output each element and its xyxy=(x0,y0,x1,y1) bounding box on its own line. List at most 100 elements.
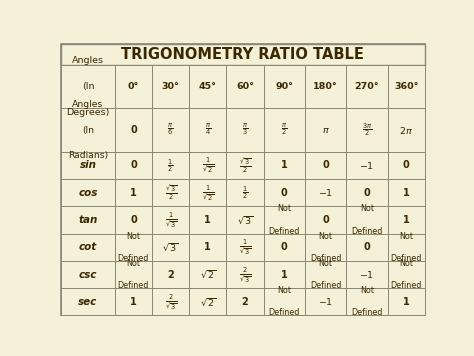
Text: $\frac{2}{\sqrt{3}}$: $\frac{2}{\sqrt{3}}$ xyxy=(239,266,251,283)
Text: 0: 0 xyxy=(281,242,288,252)
Bar xyxy=(115,261,152,288)
Bar xyxy=(264,152,305,179)
Text: 0: 0 xyxy=(130,125,137,135)
Text: $\frac{1}{\sqrt{3}}$: $\frac{1}{\sqrt{3}}$ xyxy=(239,238,251,256)
Text: $2\pi$: $2\pi$ xyxy=(399,125,413,136)
Text: $\sqrt{2}$: $\sqrt{2}$ xyxy=(200,296,216,308)
Bar xyxy=(152,288,189,315)
Bar xyxy=(264,234,305,261)
Text: 180°: 180° xyxy=(313,82,338,91)
Text: (In: (In xyxy=(82,126,94,135)
Text: 1: 1 xyxy=(204,215,211,225)
Text: $\sqrt{2}$: $\sqrt{2}$ xyxy=(200,269,216,281)
Bar xyxy=(305,206,346,234)
Bar xyxy=(227,179,264,206)
Text: Defined: Defined xyxy=(118,254,149,263)
Text: Defined: Defined xyxy=(310,281,341,290)
Text: $\frac{\pi}{6}$: $\frac{\pi}{6}$ xyxy=(167,122,173,138)
Bar xyxy=(152,108,189,152)
Text: Not: Not xyxy=(277,286,291,295)
Bar xyxy=(152,152,189,179)
Bar xyxy=(61,234,115,261)
Text: 45°: 45° xyxy=(199,82,217,91)
Bar xyxy=(227,288,264,315)
Bar xyxy=(61,288,115,315)
Text: $\frac{1}{2}$: $\frac{1}{2}$ xyxy=(242,184,248,201)
Bar xyxy=(227,152,264,179)
Bar xyxy=(305,108,346,152)
Bar xyxy=(61,152,115,179)
Text: (In: (In xyxy=(82,82,94,91)
Bar xyxy=(189,206,227,234)
Bar xyxy=(388,261,425,288)
Bar xyxy=(388,64,425,108)
Bar xyxy=(227,206,264,234)
Bar xyxy=(115,152,152,179)
Bar xyxy=(189,234,227,261)
Bar xyxy=(388,108,425,152)
Bar xyxy=(189,108,227,152)
Bar xyxy=(346,261,388,288)
Text: 1: 1 xyxy=(403,188,410,198)
Text: $\frac{\sqrt{3}}{2}$: $\frac{\sqrt{3}}{2}$ xyxy=(164,183,177,202)
Text: Radians): Radians) xyxy=(68,151,108,160)
Text: Angles: Angles xyxy=(72,100,104,109)
Bar xyxy=(388,206,425,234)
Bar xyxy=(305,152,346,179)
Text: 0: 0 xyxy=(130,215,137,225)
Text: $\sqrt{3}$: $\sqrt{3}$ xyxy=(237,214,253,226)
Text: cos: cos xyxy=(78,188,98,198)
Text: 0: 0 xyxy=(322,215,329,225)
Text: cot: cot xyxy=(79,242,97,252)
Bar xyxy=(115,288,152,315)
Bar xyxy=(115,179,152,206)
Bar xyxy=(61,64,115,108)
Bar xyxy=(305,64,346,108)
Bar xyxy=(61,179,115,206)
Text: Defined: Defined xyxy=(310,254,341,263)
Text: $\frac{1}{\sqrt{3}}$: $\frac{1}{\sqrt{3}}$ xyxy=(164,211,177,229)
Bar xyxy=(189,179,227,206)
Text: $-1$: $-1$ xyxy=(359,269,374,280)
Text: 0: 0 xyxy=(281,188,288,198)
Bar xyxy=(346,108,388,152)
Bar xyxy=(264,108,305,152)
Bar xyxy=(305,288,346,315)
Bar xyxy=(152,206,189,234)
Bar xyxy=(346,206,388,234)
Bar xyxy=(152,179,189,206)
Bar xyxy=(152,64,189,108)
Bar xyxy=(61,108,115,152)
Text: 2: 2 xyxy=(167,269,174,279)
Bar xyxy=(115,206,152,234)
Bar xyxy=(152,234,189,261)
Bar xyxy=(305,179,346,206)
Text: Not: Not xyxy=(319,232,333,241)
Text: 1: 1 xyxy=(403,297,410,307)
Text: sin: sin xyxy=(80,161,96,171)
Text: TRIGONOMETRY RATIO TABLE: TRIGONOMETRY RATIO TABLE xyxy=(121,47,365,62)
Text: $\frac{2}{\sqrt{3}}$: $\frac{2}{\sqrt{3}}$ xyxy=(164,293,177,311)
Bar xyxy=(346,288,388,315)
Bar xyxy=(388,152,425,179)
Text: $\sqrt{3}$: $\sqrt{3}$ xyxy=(163,241,179,253)
Bar xyxy=(189,288,227,315)
Bar xyxy=(227,261,264,288)
Text: 0: 0 xyxy=(130,161,137,171)
Text: Defined: Defined xyxy=(351,227,383,236)
Text: Angles: Angles xyxy=(72,56,104,65)
Bar xyxy=(264,261,305,288)
Text: 1: 1 xyxy=(281,161,288,171)
Text: $\frac{\pi}{4}$: $\frac{\pi}{4}$ xyxy=(205,122,211,138)
Text: 1: 1 xyxy=(130,188,137,198)
Text: Not: Not xyxy=(277,204,291,213)
Text: 90°: 90° xyxy=(275,82,293,91)
Text: Not: Not xyxy=(399,259,413,268)
Text: 1: 1 xyxy=(403,215,410,225)
Text: 0: 0 xyxy=(403,161,410,171)
Text: $\frac{\sqrt{3}}{2}$: $\frac{\sqrt{3}}{2}$ xyxy=(239,156,251,175)
Text: 1: 1 xyxy=(281,269,288,279)
Bar xyxy=(115,64,152,108)
Text: 360°: 360° xyxy=(394,82,419,91)
Text: $\frac{1}{2}$: $\frac{1}{2}$ xyxy=(167,157,173,174)
